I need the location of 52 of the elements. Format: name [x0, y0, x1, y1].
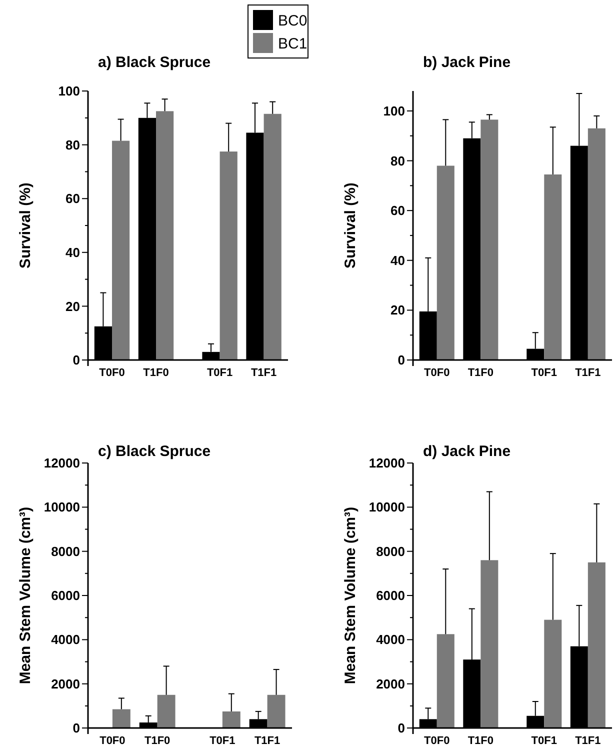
chart-title: c) Black Spruce: [98, 443, 211, 460]
y-tick-label: 40: [66, 244, 80, 260]
y-tick-label: 0: [398, 720, 405, 736]
y-tick-label: 20: [66, 298, 80, 314]
x-tick-label: T0F1: [531, 367, 557, 379]
x-tick-label: T0F0: [424, 735, 450, 747]
y-tick-label: 80: [66, 137, 80, 152]
x-tick-label: T1F0: [144, 735, 170, 747]
y-tick-label: 100: [58, 84, 80, 99]
y-tick-label: 6000: [376, 588, 405, 604]
x-tick-label: T0F1: [210, 735, 236, 747]
y-tick-label: 8000: [376, 544, 405, 559]
legend-label: BC1: [278, 35, 308, 52]
legend-label: BC0: [278, 12, 308, 30]
y-axis-title: Mean Stem Volume (cm³): [17, 506, 34, 684]
y-axis-title: Mean Stem Volume (cm³): [342, 506, 359, 684]
y-tick-label: 60: [390, 203, 405, 218]
chart-title: d) Jack Pine: [423, 443, 511, 460]
y-tick-label: 80: [390, 153, 405, 168]
x-tick-label: T1F1: [575, 735, 601, 747]
x-tick-label: T0F1: [531, 735, 557, 747]
y-tick-label: 8000: [51, 544, 80, 559]
chart-title: a) Black Spruce: [98, 54, 211, 71]
y-tick-label: 12000: [44, 456, 80, 471]
y-tick-label: 10000: [368, 500, 405, 515]
x-tick-label: T1F0: [143, 367, 169, 379]
y-tick-label: 2000: [376, 676, 405, 692]
y-tick-label: 4000: [376, 632, 405, 648]
x-tick-label: T1F0: [468, 367, 494, 379]
x-tick-label: T1F0: [468, 735, 494, 747]
x-tick-label: T0F1: [206, 367, 233, 379]
y-tick-label: 0: [398, 352, 405, 368]
y-tick-label: 0: [72, 720, 80, 736]
x-tick-label: T0F0: [99, 367, 125, 379]
y-tick-label: 100: [383, 103, 405, 118]
y-tick-label: 40: [390, 252, 405, 268]
x-tick-label: T0F0: [100, 735, 126, 747]
y-tick-label: 12000: [368, 456, 405, 471]
x-tick-label: T1F1: [250, 367, 277, 379]
y-tick-label: 10000: [44, 500, 80, 515]
chart-title: b) Jack Pine: [423, 54, 511, 71]
y-tick-label: 6000: [51, 588, 80, 604]
y-tick-label: 0: [72, 352, 80, 368]
y-axis-title: Survival (%): [342, 182, 359, 268]
y-tick-label: 60: [66, 191, 80, 206]
y-tick-label: 20: [390, 302, 405, 318]
y-tick-label: 4000: [51, 632, 80, 648]
x-tick-label: T0F0: [424, 367, 450, 379]
x-tick-label: T1F1: [254, 735, 280, 747]
x-tick-label: T1F1: [575, 367, 601, 379]
y-axis-title: Survival (%): [17, 182, 34, 268]
y-tick-label: 2000: [51, 676, 80, 692]
